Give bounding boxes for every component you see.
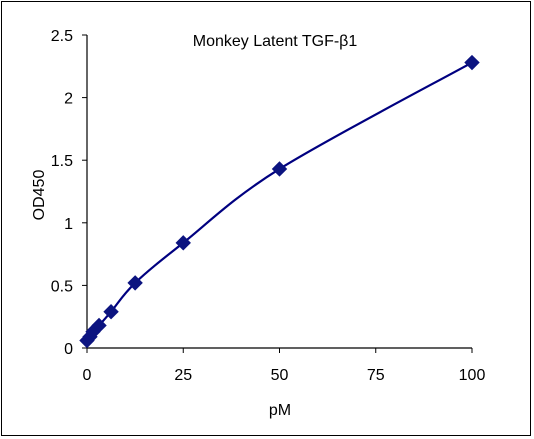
data-point (175, 235, 191, 251)
y-tick-label: 0.5 (51, 278, 73, 295)
data-point (103, 303, 119, 320)
chart-title: Monkey Latent TGF-β1 (193, 33, 358, 50)
y-ticks: 0 0.5 1 1.5 2 2.5 (51, 28, 87, 358)
data-markers (79, 54, 480, 349)
fit-curve (86, 61, 473, 342)
y-tick-label: 1.5 (51, 153, 73, 170)
x-ticks: 0 25 50 75 100 (83, 348, 486, 384)
x-tick-label: 0 (83, 367, 92, 384)
data-point (464, 54, 480, 71)
data-point (91, 317, 107, 334)
data-point (127, 275, 143, 291)
x-tick-label: 75 (367, 367, 385, 384)
x-tick-label: 25 (174, 367, 192, 384)
x-axis-title: pM (269, 402, 291, 419)
data-point (271, 161, 288, 177)
y-tick-label: 1 (64, 216, 73, 233)
axes (86, 35, 472, 349)
y-tick-label: 2.5 (51, 28, 73, 45)
x-tick-label: 50 (271, 367, 289, 384)
y-tick-label: 0 (64, 341, 73, 358)
y-tick-label: 2 (64, 91, 73, 108)
x-tick-label: 100 (459, 367, 486, 384)
y-axis-title: OD450 (31, 170, 48, 221)
